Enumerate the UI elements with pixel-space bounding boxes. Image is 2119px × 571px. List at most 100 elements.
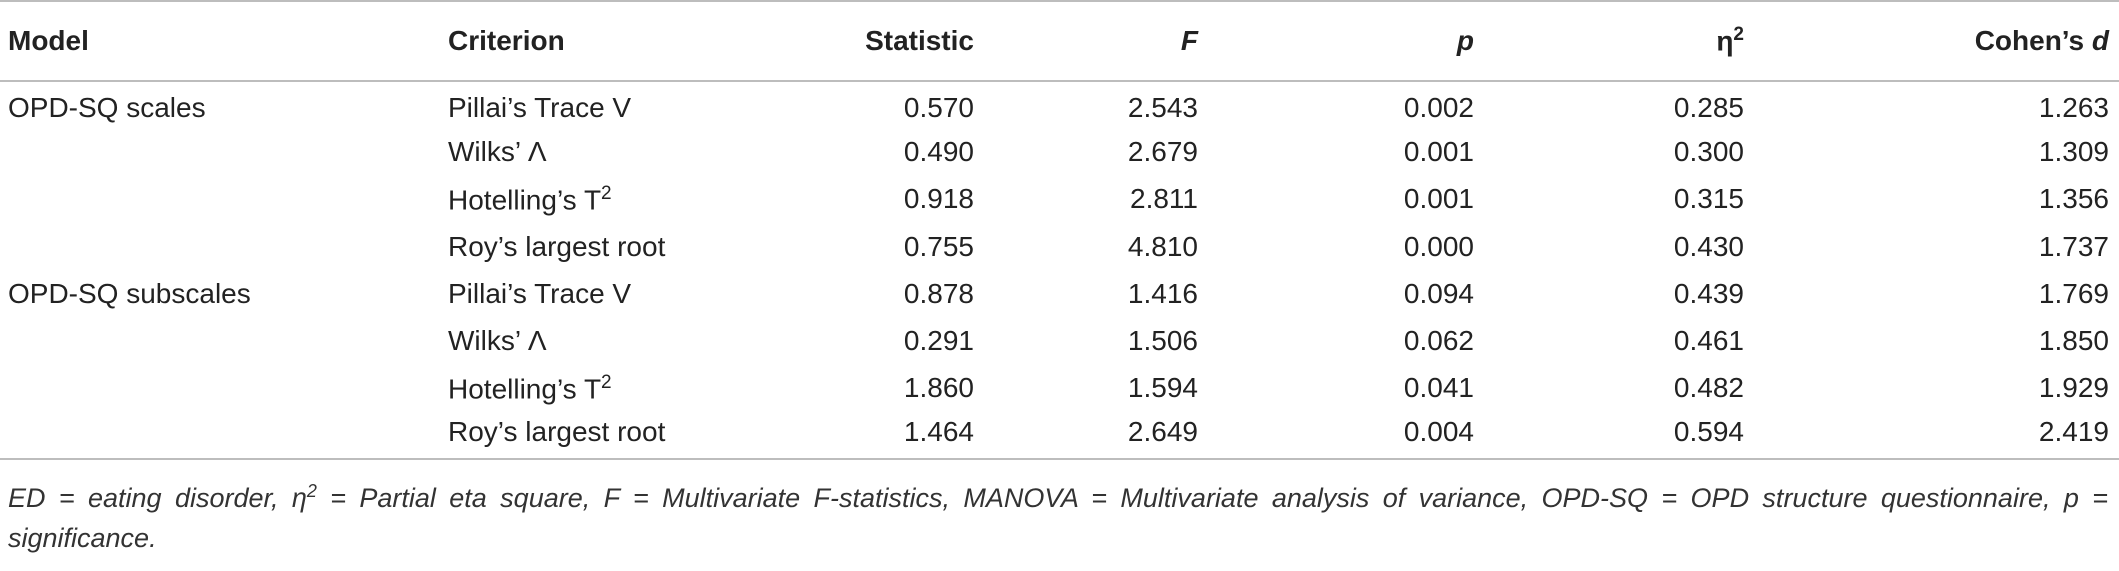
cell-f-text: 1.506 bbox=[1127, 325, 1198, 357]
cell-model bbox=[0, 412, 448, 461]
cell-cohens-d-text: 1.263 bbox=[2038, 92, 2109, 124]
cell-statistic: 0.755 bbox=[780, 223, 980, 270]
header-model: Model bbox=[0, 0, 448, 82]
cell-model bbox=[0, 223, 448, 270]
cell-criterion-text: Wilks’ Λ bbox=[448, 325, 547, 357]
cell-criterion: Roy’s largest root bbox=[448, 412, 780, 461]
cell-f: 1.594 bbox=[980, 365, 1250, 412]
footnote-eta-superscript: 2 bbox=[306, 481, 317, 501]
header-p: p bbox=[1250, 0, 1524, 82]
cell-statistic: 0.570 bbox=[780, 81, 980, 128]
cell-statistic: 0.490 bbox=[780, 128, 980, 175]
cell-model: OPD-SQ scales bbox=[0, 81, 448, 128]
table-row: Wilks’ Λ 0.291 1.506 0.062 0.461 1.850 bbox=[0, 317, 2119, 364]
header-eta-superscript: 2 bbox=[1733, 24, 1744, 46]
cell-f: 2.649 bbox=[980, 412, 1250, 461]
cell-f-text: 2.679 bbox=[1127, 135, 1198, 167]
cell-f-text: 1.416 bbox=[1127, 277, 1198, 309]
cell-p: 0.041 bbox=[1250, 365, 1524, 412]
cell-cohens-d: 2.419 bbox=[1794, 412, 2119, 461]
cell-eta-squared: 0.430 bbox=[1524, 223, 1794, 270]
cell-criterion-text: Hotelling’s T bbox=[448, 183, 602, 215]
table-footnote: ED = eating disorder, η2 = Partial eta s… bbox=[8, 471, 2108, 558]
cell-p: 0.002 bbox=[1250, 81, 1524, 128]
cell-cohens-d-text: 1.850 bbox=[2038, 325, 2109, 357]
cell-criterion-text: Roy’s largest root bbox=[448, 416, 666, 448]
cell-eta-squared-text: 0.594 bbox=[1673, 416, 1744, 448]
cell-p-text: 0.041 bbox=[1403, 372, 1474, 404]
cell-criterion: Roy’s largest root bbox=[448, 223, 780, 270]
cell-f-text: 1.594 bbox=[1127, 372, 1198, 404]
cell-eta-squared-text: 0.300 bbox=[1673, 135, 1744, 167]
table-row: Roy’s largest root 1.464 2.649 0.004 0.594 2.… bbox=[0, 412, 2119, 461]
cell-f: 2.811 bbox=[980, 176, 1250, 223]
cell-cohens-d-text: 1.769 bbox=[2038, 277, 2109, 309]
cell-criterion-superscript: 2 bbox=[601, 182, 612, 204]
cell-f-text: 2.543 bbox=[1127, 92, 1198, 124]
cell-eta-squared: 0.439 bbox=[1524, 270, 1794, 317]
cell-statistic-text: 0.490 bbox=[903, 135, 974, 167]
cell-statistic-text: 0.918 bbox=[903, 183, 974, 215]
cell-p: 0.001 bbox=[1250, 176, 1524, 223]
cell-criterion-superscript: 2 bbox=[601, 371, 612, 393]
cell-cohens-d: 1.309 bbox=[1794, 128, 2119, 175]
cell-eta-squared: 0.594 bbox=[1524, 412, 1794, 461]
cell-cohens-d-text: 1.929 bbox=[2038, 372, 2109, 404]
cell-eta-squared-text: 0.285 bbox=[1673, 92, 1744, 124]
cell-criterion-text: Pillai’s Trace V bbox=[448, 92, 632, 124]
cell-criterion: Pillai’s Trace V bbox=[448, 81, 780, 128]
cell-eta-squared-text: 0.482 bbox=[1673, 372, 1744, 404]
cell-f-text: 4.810 bbox=[1127, 230, 1198, 262]
table-row: OPD-SQ scales Pillai’s Trace V 0.570 2.543 0… bbox=[0, 81, 2119, 128]
header-eta-squared: η2 bbox=[1524, 0, 1794, 82]
cell-eta-squared-text: 0.430 bbox=[1673, 230, 1744, 262]
cell-p-text: 0.062 bbox=[1403, 325, 1474, 357]
cell-model bbox=[0, 128, 448, 175]
cell-f-text: 2.811 bbox=[1130, 183, 1198, 215]
cell-p-text: 0.094 bbox=[1403, 277, 1474, 309]
header-cohens-d: Cohen’s d bbox=[1794, 0, 2119, 82]
cell-eta-squared: 0.482 bbox=[1524, 365, 1794, 412]
cell-p-text: 0.001 bbox=[1403, 135, 1474, 167]
cell-criterion-text: Roy’s largest root bbox=[448, 230, 666, 262]
cell-cohens-d: 1.850 bbox=[1794, 317, 2119, 364]
cell-criterion-text: Pillai’s Trace V bbox=[448, 277, 632, 309]
cell-model-text: OPD-SQ scales bbox=[8, 92, 206, 124]
results-table-container: Model Criterion Statistic F p η2 Cohen’s… bbox=[0, 0, 2119, 461]
cell-p-text: 0.004 bbox=[1403, 416, 1474, 448]
cell-cohens-d: 1.263 bbox=[1794, 81, 2119, 128]
cell-cohens-d: 1.929 bbox=[1794, 365, 2119, 412]
cell-criterion: Hotelling’s T2 bbox=[448, 176, 780, 223]
footnote-part-2: = Partial eta square, F = Multivariate F… bbox=[8, 483, 2108, 553]
cell-f: 2.543 bbox=[980, 81, 1250, 128]
table-header: Model Criterion Statistic F p η2 Cohen’s… bbox=[0, 0, 2119, 82]
cell-cohens-d: 1.769 bbox=[1794, 270, 2119, 317]
cell-statistic: 0.291 bbox=[780, 317, 980, 364]
cell-eta-squared-text: 0.439 bbox=[1673, 277, 1744, 309]
cell-eta-squared: 0.315 bbox=[1524, 176, 1794, 223]
header-row: Model Criterion Statistic F p η2 Cohen’s… bbox=[0, 0, 2119, 82]
cell-statistic: 1.464 bbox=[780, 412, 980, 461]
cell-statistic-text: 0.570 bbox=[903, 92, 974, 124]
table-row: Wilks’ Λ 0.490 2.679 0.001 0.300 1.309 bbox=[0, 128, 2119, 175]
cell-p: 0.094 bbox=[1250, 270, 1524, 317]
header-statistic: Statistic bbox=[780, 0, 980, 82]
cell-eta-squared-text: 0.461 bbox=[1673, 325, 1744, 357]
cell-f-text: 2.649 bbox=[1127, 416, 1198, 448]
cell-f: 2.679 bbox=[980, 128, 1250, 175]
cell-statistic-text: 1.464 bbox=[903, 416, 974, 448]
cell-cohens-d-text: 1.737 bbox=[2038, 230, 2109, 262]
cell-cohens-d-text: 1.309 bbox=[2038, 135, 2109, 167]
cell-model bbox=[0, 365, 448, 412]
cell-criterion: Wilks’ Λ bbox=[448, 317, 780, 364]
cell-criterion: Wilks’ Λ bbox=[448, 128, 780, 175]
cell-p-text: 0.001 bbox=[1403, 183, 1474, 215]
cell-statistic: 0.918 bbox=[780, 176, 980, 223]
cell-f: 1.506 bbox=[980, 317, 1250, 364]
manova-results-table: Model Criterion Statistic F p η2 Cohen’s… bbox=[0, 0, 2119, 461]
cell-eta-squared-text: 0.315 bbox=[1673, 183, 1744, 215]
cell-criterion: Hotelling’s T2 bbox=[448, 365, 780, 412]
cell-model bbox=[0, 176, 448, 223]
cell-p: 0.001 bbox=[1250, 128, 1524, 175]
cell-statistic-text: 0.878 bbox=[903, 277, 974, 309]
